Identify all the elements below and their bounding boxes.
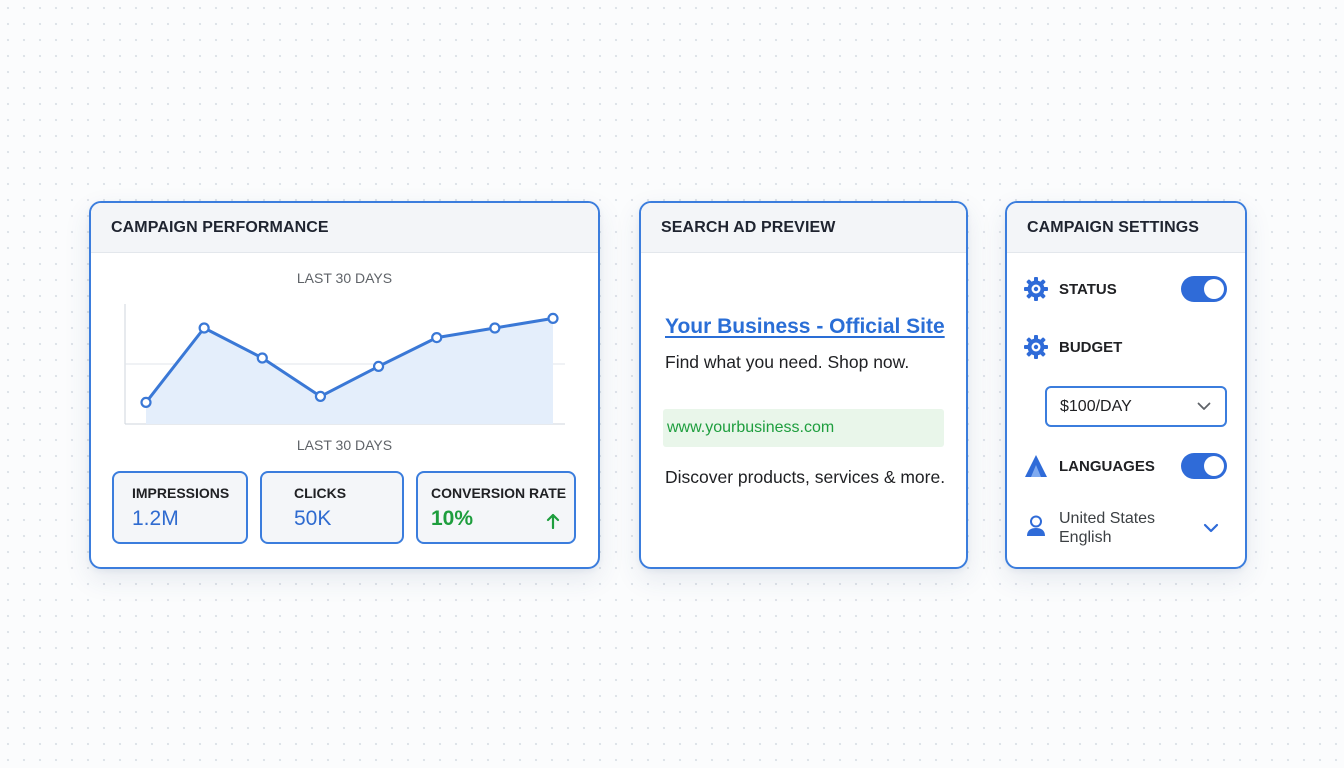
campaign-settings-card: CAMPAIGN SETTINGS STATUS — [1005, 201, 1247, 569]
languages-setting-row: LANGUAGES — [1023, 453, 1155, 479]
chart-data-point — [256, 352, 268, 364]
locale-country: United States — [1059, 510, 1156, 527]
chart-data-point — [198, 322, 210, 334]
metric-clicks-label: CLICKS — [294, 485, 347, 501]
chart-caption-bottom: LAST 30 DAYS — [296, 437, 393, 453]
metric-impressions-label: IMPRESSIONS — [132, 485, 230, 501]
toggle-knob — [1204, 456, 1224, 476]
metric-conversion-rate[interactable]: CONVERSION RATE 10% — [416, 471, 576, 544]
metric-impressions[interactable]: IMPRESSIONS 1.2M — [112, 471, 248, 544]
chart-data-point — [431, 332, 443, 344]
metric-conversion-label: CONVERSION RATE — [431, 485, 567, 501]
trend-up-arrow-icon — [546, 513, 560, 529]
ad-display-url: www.yourbusiness.com — [663, 409, 944, 447]
chart-data-point — [547, 312, 559, 325]
ad-extra-text: Discover products, services & more. — [665, 467, 946, 487]
chart-caption-top: LAST 30 DAYS — [296, 270, 393, 286]
ad-headline-link[interactable]: Your Business - Official Site — [665, 315, 945, 338]
search-ad-preview-title: SEARCH AD PREVIEW — [641, 203, 966, 253]
metric-clicks[interactable]: CLICKS 50K — [260, 471, 404, 544]
status-toggle[interactable] — [1181, 276, 1227, 302]
languages-label: LANGUAGES — [1059, 457, 1155, 475]
campaign-performance-card: CAMPAIGN PERFORMANCE LAST 30 DAYS LAST 3… — [89, 201, 600, 569]
ad-description: Find what you need. Shop now. — [665, 352, 910, 372]
chart-data-point — [372, 360, 385, 372]
budget-select[interactable]: $100/DAY — [1045, 386, 1227, 427]
languages-icon — [1025, 455, 1047, 477]
locale-selector[interactable]: United States English — [1059, 509, 1155, 547]
campaign-performance-title: CAMPAIGN PERFORMANCE — [91, 203, 598, 253]
chevron-down-icon — [1197, 402, 1211, 410]
languages-toggle[interactable] — [1181, 453, 1227, 479]
chart-series-line — [144, 316, 554, 404]
performance-chart — [124, 304, 565, 425]
toggle-knob — [1204, 279, 1224, 299]
gear-icon — [1024, 335, 1048, 359]
campaign-settings-title: CAMPAIGN SETTINGS — [1007, 203, 1245, 253]
metric-clicks-value: 50K — [294, 507, 332, 530]
chart-data-point — [314, 390, 327, 402]
chart-area-fill — [146, 318, 553, 424]
budget-label: BUDGET — [1059, 338, 1123, 356]
search-ad-preview-card: SEARCH AD PREVIEW Your Business - Offici… — [639, 201, 968, 569]
budget-value: $100/DAY — [1060, 398, 1132, 415]
status-setting-row: STATUS — [1023, 276, 1117, 302]
gear-icon — [1024, 277, 1048, 301]
user-icon — [1027, 515, 1045, 536]
budget-setting-row: BUDGET — [1023, 334, 1122, 360]
chart-data-point — [489, 322, 501, 334]
chevron-down-icon[interactable] — [1203, 523, 1219, 533]
status-label: STATUS — [1059, 280, 1117, 298]
chart-data-point — [140, 396, 152, 408]
metric-impressions-value: 1.2M — [132, 507, 179, 530]
metric-conversion-value: 10% — [431, 507, 474, 530]
locale-language: English — [1059, 529, 1112, 546]
